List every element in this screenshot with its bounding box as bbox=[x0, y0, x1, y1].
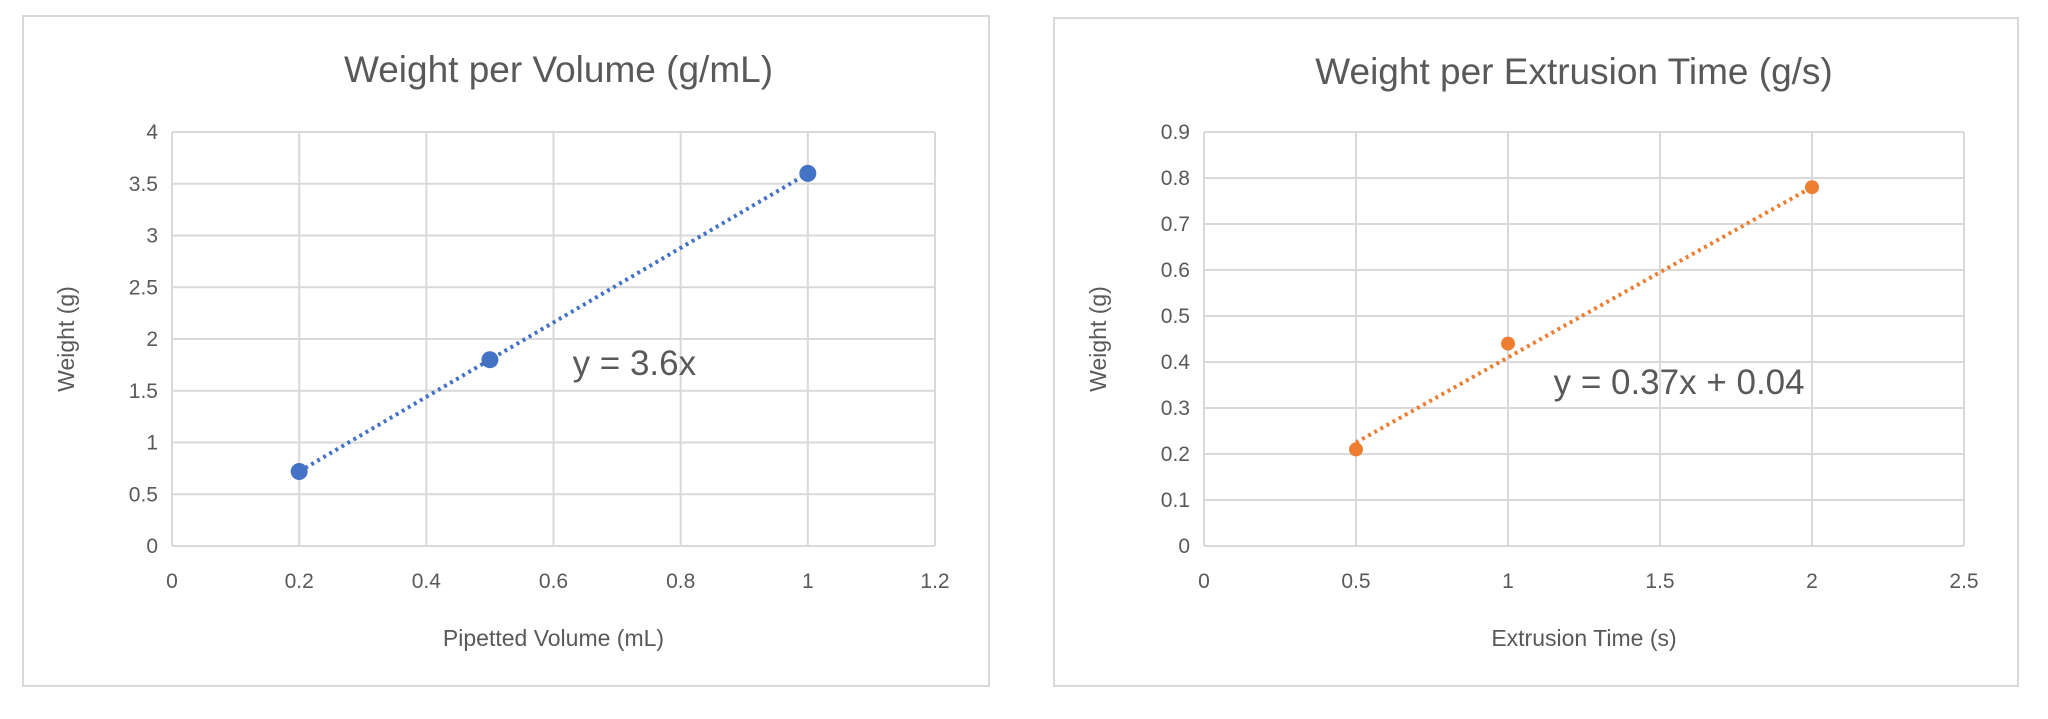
x-tick-label: 0.5 bbox=[1341, 570, 1370, 593]
y-tick-label: 0.9 bbox=[1161, 121, 1190, 144]
y-tick-label: 4 bbox=[146, 121, 158, 144]
y-tick-label: 2 bbox=[146, 328, 158, 351]
y-tick-label: 0.1 bbox=[1161, 489, 1190, 512]
y-tick-label: 3.5 bbox=[129, 173, 158, 196]
trendline-equation: y = 3.6x bbox=[573, 344, 697, 383]
trendline-equation: y = 0.37x + 0.04 bbox=[1554, 363, 1805, 402]
x-axis-label: Pipetted Volume (mL) bbox=[443, 625, 664, 651]
y-tick-label: 0.6 bbox=[1161, 259, 1190, 282]
x-tick-label: 0 bbox=[166, 570, 178, 593]
data-point bbox=[290, 462, 308, 480]
data-point bbox=[1349, 442, 1363, 457]
chart-2: 0 0.1 0.2 0.3 0.4 0.5 0.6 0.7 0.8 0.9 0 0.5 1 1.5 2 2.5… bbox=[1053, 17, 2019, 687]
y-tick-label: 0 bbox=[146, 535, 158, 558]
x-tick-label: 1.5 bbox=[1645, 570, 1674, 593]
trendline bbox=[1355, 185, 1813, 445]
y-tick-label: 0 bbox=[1178, 535, 1190, 558]
x-tick-label: 2 bbox=[1806, 570, 1818, 593]
x-tick-label: 0.2 bbox=[285, 570, 314, 593]
y-tick-label: 2.5 bbox=[129, 276, 158, 299]
data-point bbox=[1501, 336, 1515, 351]
chart-title: Weight per Volume (g/mL) bbox=[344, 49, 773, 90]
y-tick-label: 0.7 bbox=[1161, 213, 1190, 236]
data-point bbox=[481, 351, 499, 369]
x-tick-label: 1 bbox=[802, 570, 814, 593]
y-tick-label: 0.3 bbox=[1161, 397, 1190, 420]
x-tick-label: 0.8 bbox=[666, 570, 695, 593]
x-tick-label: 2.5 bbox=[1949, 570, 1978, 593]
x-tick-label: 0.4 bbox=[412, 570, 442, 593]
data-point bbox=[799, 164, 817, 182]
x-tick-label: 0 bbox=[1198, 570, 1210, 593]
chart-1: 0 0.5 1 1.5 2 2.5 3 3.5 4 0 0.2 0.4 0.6 0.8 1 1.2 Weight… bbox=[22, 15, 990, 687]
x-axis-label: Extrusion Time (s) bbox=[1491, 625, 1676, 651]
x-tick-label: 0.6 bbox=[539, 570, 568, 593]
y-tick-label: 0.8 bbox=[1161, 167, 1190, 190]
chart-frame bbox=[1053, 17, 2019, 687]
y-tick-label: 3 bbox=[146, 225, 158, 248]
chart-title: Weight per Extrusion Time (g/s) bbox=[1315, 51, 1833, 92]
y-tick-label: 1 bbox=[146, 432, 158, 455]
y-tick-label: 1.5 bbox=[129, 380, 158, 403]
y-axis-label: Weight (g) bbox=[1085, 286, 1111, 392]
y-tick-label: 0.4 bbox=[1161, 351, 1191, 374]
y-tick-label: 0.5 bbox=[129, 483, 158, 506]
trendline bbox=[298, 171, 809, 474]
y-axis-label: Weight (g) bbox=[53, 286, 79, 392]
y-tick-label: 0.2 bbox=[1161, 443, 1190, 466]
data-point bbox=[1805, 180, 1819, 195]
y-tick-label: 0.5 bbox=[1161, 305, 1190, 328]
x-tick-label: 1.2 bbox=[920, 570, 949, 593]
x-tick-label: 1 bbox=[1502, 570, 1514, 593]
